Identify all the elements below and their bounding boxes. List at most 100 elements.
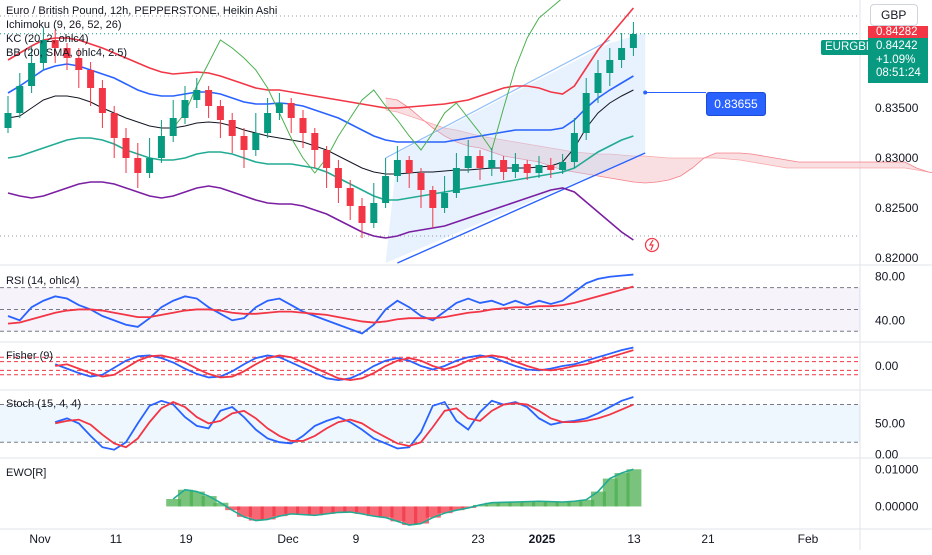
ichimoku-span-b [385,109,932,174]
time-axis-label: 11 [110,532,123,546]
ewo-bar [213,502,229,507]
candle-body [39,40,47,63]
osc-tick-label: 50.00 [875,416,905,430]
candle-body [629,34,637,48]
candle-body [618,48,626,60]
candle-body [51,40,59,48]
ewo-bar [473,504,488,507]
ewo-bar [248,506,264,521]
ewo-bar [343,506,359,513]
ewo-bar [626,469,642,507]
ewo-bar [225,506,241,511]
candle-body [193,90,201,100]
ewo-bar [201,496,217,507]
candle-body [370,203,378,223]
candle-body [323,150,331,168]
candle-body [582,93,590,133]
ewo-bar [614,473,630,507]
ewo-bar [402,506,418,526]
upper-band-price-label: 0.84282 [868,26,928,39]
ewo-bar [378,506,394,518]
indicator-ichimoku-label[interactable]: Ichimoku (9, 26, 52, 26) [6,19,122,31]
ewo-bar [307,506,323,516]
osc-tick-label: 40.00 [875,313,905,327]
ewo-bar [178,489,193,507]
osc-tick-label: 0.00 [875,448,899,462]
ewo-line [172,468,634,526]
price-tick-label: 0.82000 [875,251,919,265]
candle-body [464,156,472,168]
candle-body [16,86,24,113]
candle-body [275,103,283,113]
bollinger-lower-line [7,181,634,241]
time-axis-label: 21 [701,532,715,546]
candle-body [299,118,307,133]
symbol-title[interactable]: Euro / British Pound, 12h, PEPPERSTONE, … [6,5,278,17]
indicator-kc-label[interactable]: KC (20, 2, ohlc4) [6,33,89,45]
keltner-upper-line [7,63,634,143]
main-legend: Euro / British Pound, 12h, PEPPERSTONE, … [6,4,277,60]
candle-body [488,160,496,168]
fisher-legend[interactable]: Fisher (9) [6,350,54,362]
ewo-bar [602,478,618,507]
candle-body [476,156,484,168]
stoch-legend[interactable]: Stoch (15, 4, 4) [6,398,82,410]
time-axis-label: 13 [627,532,641,546]
candle-body [157,136,165,158]
ichimoku-lagging-line [172,0,562,174]
ewo-bar [189,491,205,507]
price-tick-label: 0.83500 [875,101,919,115]
ewo-bar [437,506,453,514]
candle-body [98,88,106,113]
osc-tick-label: 80.00 [875,270,905,284]
ewo-bar [237,506,252,517]
price-tick-label: 0.82500 [875,201,919,215]
ewo-bar [555,501,571,507]
candle-body [205,90,213,106]
candle-body [559,162,567,170]
candle-body [110,113,118,138]
time-axis-label: Dec [277,532,298,546]
time-axis-label: 23 [471,532,485,546]
ewo-bar [296,506,311,515]
price-tick-label: 0.83000 [875,151,919,165]
symbol-tag: EURGBP [821,40,878,55]
candle-body [417,173,425,190]
ewo-bar [272,506,288,517]
bar-countdown: 08:51:24 [876,67,921,79]
currency-selector-button[interactable]: GBP [870,4,918,26]
candle-body [311,133,319,150]
ewo-bar [532,501,547,507]
candle-body [122,138,130,158]
rsi-legend[interactable]: RSI (14, ohlc4) [6,275,80,287]
candle-body [500,160,508,172]
ewo-bar [414,506,429,524]
candle-body [547,165,555,170]
ewo-bar [260,506,276,520]
oscillator-line [54,396,634,451]
osc-tick-label: 0.00 [875,359,899,373]
ewo-tick-label: 0.01000 [875,462,919,476]
ewo-bar [166,499,182,507]
channel-upper-line [385,39,611,159]
time-axis-label: 19 [179,532,193,546]
candle-body [405,160,413,173]
candle-body [594,73,602,93]
candle-body [523,164,531,173]
time-axis-label: 9 [353,532,360,546]
ewo-bar [355,506,370,514]
candle-body [216,106,224,120]
indicator-bb-label[interactable]: BB (20, SMA, ohlc4, 2.5) [6,47,128,59]
ewo-bar [567,501,583,507]
candle-body [228,120,236,136]
candle-body [75,58,83,70]
ewo-bar [579,499,595,507]
alert-dot [643,90,648,95]
candle-body [181,100,189,118]
ewo-legend[interactable]: EWO[R] [6,467,47,479]
candle-body [146,158,154,173]
candle-body [169,118,177,136]
alert-price-label[interactable]: 0.83655 [706,92,766,116]
